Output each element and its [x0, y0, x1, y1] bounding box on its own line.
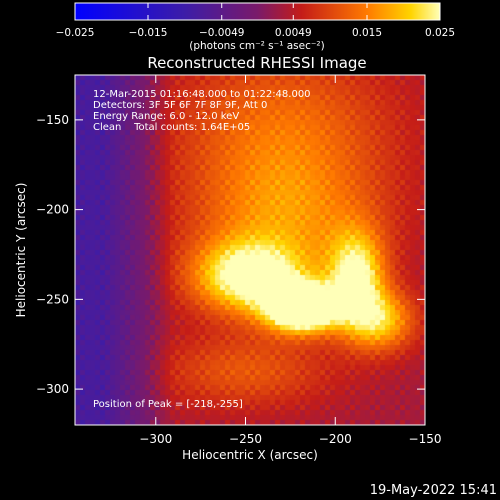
x-axis-label: Heliocentric X (arcsec) [182, 448, 318, 462]
y-tick-label: −300 [36, 382, 69, 396]
annotation-peak-position: Position of Peak = [-218,-255] [93, 399, 243, 410]
heatmap-image [75, 75, 425, 425]
x-tick-label: −200 [319, 432, 352, 446]
colorbar-tick-label: 0.0049 [275, 27, 312, 39]
x-tick-label: −300 [139, 432, 172, 446]
y-axis-label: Heliocentric Y (arcsec) [14, 183, 28, 318]
annotation-energy-range: Energy Range: 6.0 - 12.0 keV [93, 111, 239, 122]
annotation-time-range: 12-Mar-2015 01:16:48.000 to 01:22:48.000 [93, 89, 311, 100]
annotation-clean-counts: Clean Total counts: 1.64E+05 [93, 122, 250, 133]
chart-title: Reconstructed RHESSI Image [147, 54, 366, 72]
x-tick-label: −250 [229, 432, 262, 446]
annotation-detectors: Detectors: 3F 5F 6F 7F 8F 9F, Att 0 [93, 100, 267, 111]
y-tick-label: −200 [36, 203, 69, 217]
plot-frame [74, 74, 426, 426]
colorbar-tick-label: 0.025 [425, 27, 455, 39]
colorbar-tick-label: −0.0049 [199, 27, 245, 39]
colorbar-tick-label: −0.025 [56, 27, 95, 39]
colorbar-unit-label: (photons cm⁻² s⁻¹ asec⁻²) [189, 40, 324, 52]
colorbar-ticks: −0.025 −0.015 −0.0049 0.0049 0.015 0.025 [56, 3, 455, 39]
colorbar [74, 2, 441, 21]
x-tick-label: −150 [409, 432, 442, 446]
colorbar-tick-label: −0.015 [129, 27, 168, 39]
axis-ticks: −300 −250 −200 −150 −150 −200 −250 −300 [36, 75, 441, 446]
y-tick-label: −150 [36, 113, 69, 127]
footer-timestamp: 19-May-2022 15:41 [370, 483, 497, 498]
y-tick-label: −250 [36, 292, 69, 306]
colorbar-tick-label: 0.015 [352, 27, 382, 39]
